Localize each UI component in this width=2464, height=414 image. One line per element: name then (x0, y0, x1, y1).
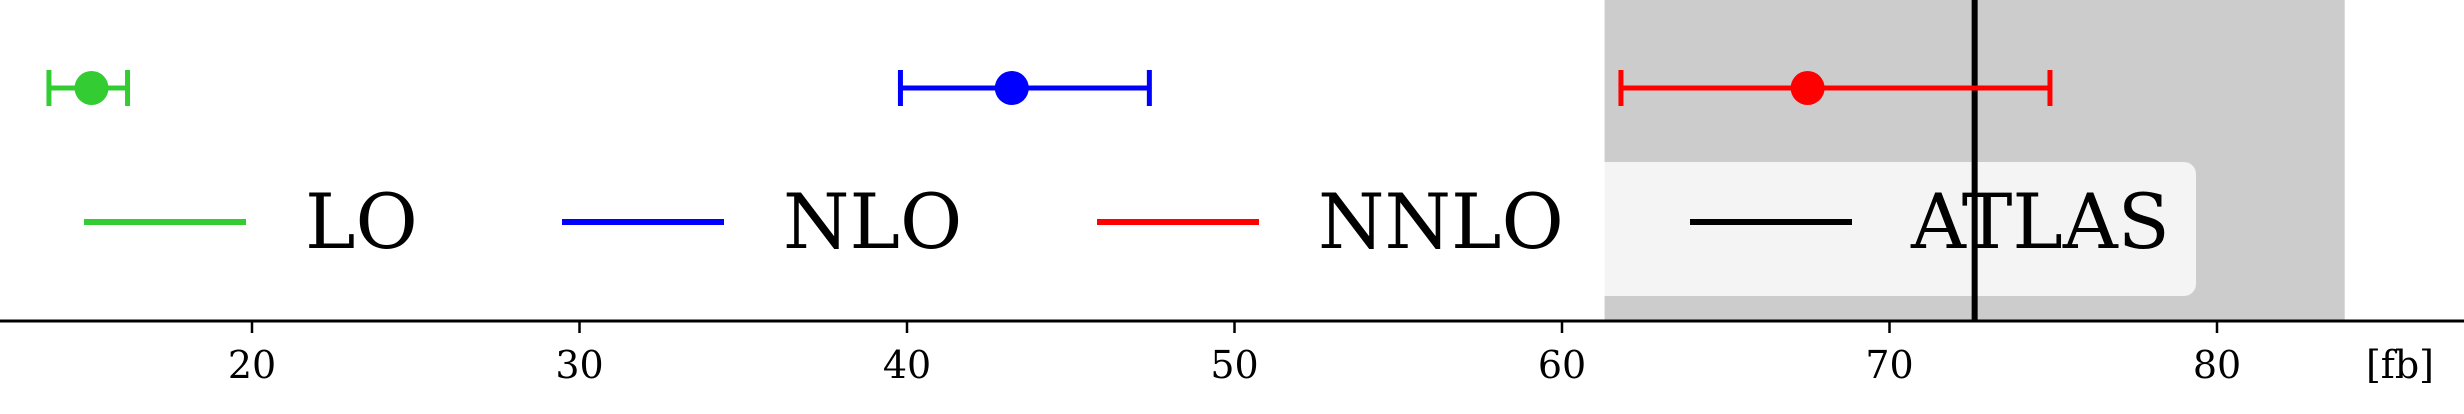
x-tick-label: 20 (228, 343, 276, 387)
x-tick-label: 70 (1865, 343, 1913, 387)
x-unit-label: [fb] (2366, 343, 2434, 387)
legend-frame (40, 162, 2196, 296)
legend-label-nnlo: NNLO (1318, 177, 1564, 266)
legend-label-atlas: ATLAS (1910, 177, 2170, 266)
x-axis: 20 30 40 50 60 70 80 [fb] (0, 319, 2464, 387)
x-tick-label: 80 (2193, 343, 2241, 387)
x-tick-label: 40 (883, 343, 931, 387)
point-nnlo (1618, 70, 2053, 106)
legend-label-nlo: NLO (783, 177, 962, 266)
marker-nlo (994, 71, 1029, 105)
x-tick-label: 50 (1210, 343, 1258, 387)
x-tick-label: 30 (555, 343, 603, 387)
legend-label-lo: LO (305, 177, 418, 266)
legend: LO NLO NNLO ATLAS (40, 162, 2196, 296)
point-lo (46, 70, 131, 106)
points-layer (46, 70, 2053, 106)
marker-nnlo (1790, 71, 1825, 105)
x-tick-label: 60 (1538, 343, 1586, 387)
point-nlo (897, 70, 1152, 106)
marker-lo (74, 71, 109, 105)
